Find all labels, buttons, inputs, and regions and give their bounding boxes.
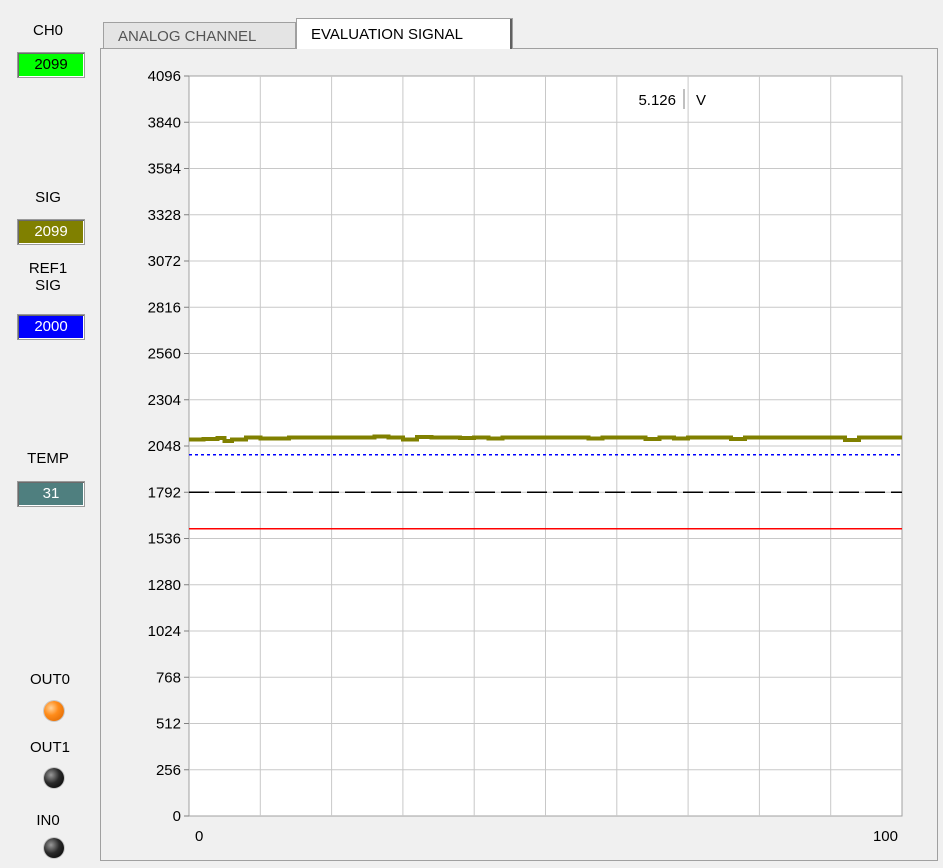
y-tick-label: 3072 xyxy=(148,253,181,270)
y-tick-label: 2560 xyxy=(148,346,181,363)
y-tick-label: 2048 xyxy=(148,438,181,455)
y-axis: 0 256 512 768 1024 1280 1536 1792 2048 2304 2560 28… xyxy=(148,68,189,825)
tab-analog-channel[interactable]: ANALOG CHANNEL xyxy=(103,22,296,49)
in0-led-icon xyxy=(44,838,64,858)
voltage-readout-value: 5.126 xyxy=(638,92,676,109)
out1-label: OUT1 xyxy=(29,739,70,756)
y-tick-label: 512 xyxy=(156,716,181,733)
y-tick-label: 3584 xyxy=(148,161,181,178)
sig-value: 2099 xyxy=(17,219,85,245)
x-axis: 0 100 xyxy=(195,828,898,845)
sig-label: SIG xyxy=(35,189,61,206)
y-tick-label: 3328 xyxy=(148,207,181,224)
out0-led-icon xyxy=(44,701,64,721)
temp-value: 31 xyxy=(17,481,85,507)
y-tick-label: 1024 xyxy=(148,623,181,640)
series-group xyxy=(189,434,902,530)
ref-label-line1: REF1 xyxy=(28,260,68,277)
out1-led-icon xyxy=(44,768,64,788)
y-tick-label: 4096 xyxy=(148,68,181,85)
y-tick-label: 256 xyxy=(156,762,181,779)
x-tick-label: 100 xyxy=(873,828,898,845)
y-tick-label: 768 xyxy=(156,669,181,686)
grid xyxy=(189,76,902,816)
ch0-value: 2099 xyxy=(17,52,85,78)
y-tick-label: 2816 xyxy=(148,299,181,316)
ref-label-line2: SIG xyxy=(35,277,61,294)
temp-label: TEMP xyxy=(27,450,69,467)
signal-chart: 0 256 512 768 1024 1280 1536 1792 2048 2304 2560 28… xyxy=(148,68,903,845)
y-tick-label: 1536 xyxy=(148,531,181,548)
in0-label: IN0 xyxy=(36,812,60,829)
ref-value: 2000 xyxy=(17,314,85,340)
y-tick-label: 1792 xyxy=(148,484,181,501)
y-tick-label: 1280 xyxy=(148,577,181,594)
y-tick-label: 3840 xyxy=(148,114,181,131)
ch0-label: CH0 xyxy=(32,22,63,39)
evaluation-signal-panel: 0 256 512 768 1024 1280 1536 1792 2048 2304 2560 28… xyxy=(100,48,938,861)
series-signal-line xyxy=(189,434,902,444)
out0-label: OUT0 xyxy=(29,671,70,688)
y-tick-label: 0 xyxy=(173,808,181,825)
tab-evaluation-signal[interactable]: EVALUATION SIGNAL xyxy=(296,18,513,49)
x-tick-label: 0 xyxy=(195,828,203,845)
voltage-readout-unit: V xyxy=(696,92,706,109)
y-tick-label: 2304 xyxy=(148,392,181,409)
